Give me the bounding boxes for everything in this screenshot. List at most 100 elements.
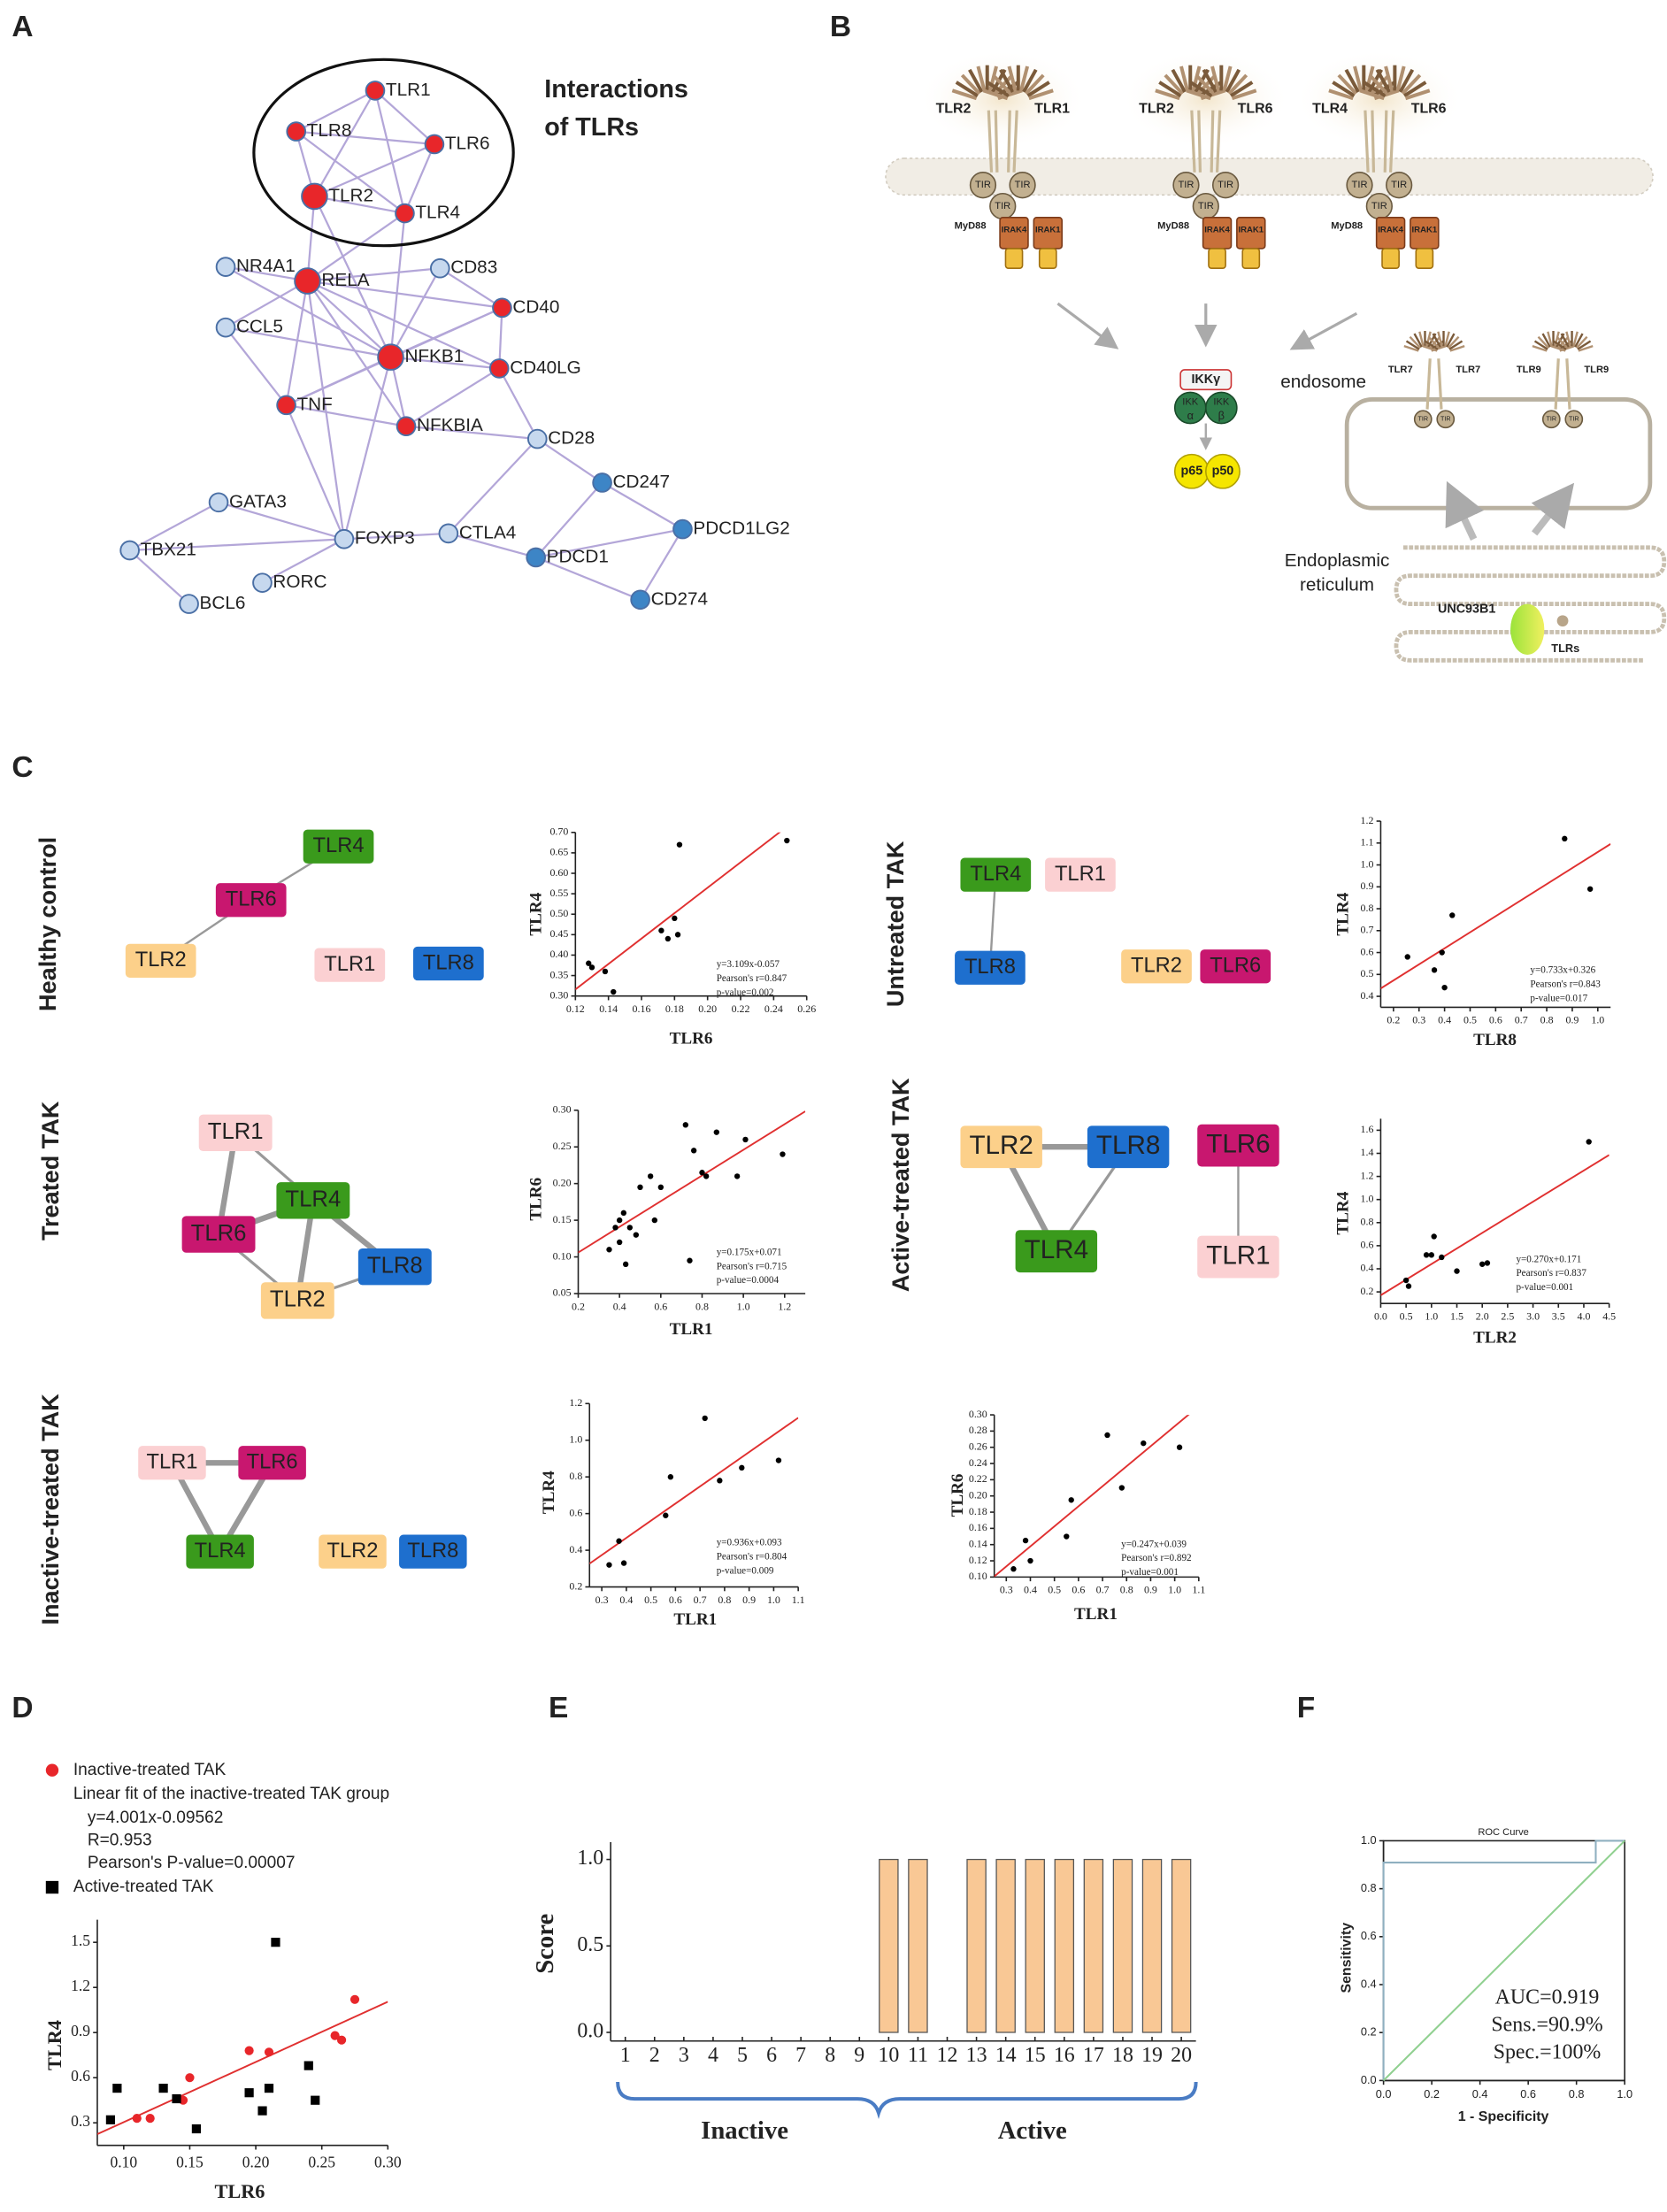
unc-label: UNC93B1 [1438,603,1495,617]
x-tick-label: 1.0 [1617,2087,1632,2101]
network-edge [535,556,641,601]
receptor-fan [1202,68,1218,93]
x-tick-label: 0.5 [1048,1584,1061,1596]
x-tick-label: 1.0 [737,1300,750,1312]
receptor-fan [1384,65,1394,92]
receptor-fan [982,88,1009,101]
x-tick-label: 0.9 [1565,1014,1579,1026]
data-point [616,1239,623,1246]
group-node [1200,949,1271,984]
group-node [1197,1235,1279,1279]
x-tick-label: 0.4 [1024,1584,1037,1596]
data-point [264,2047,274,2057]
y-tick-label: 1.0 [1361,1833,1377,1847]
receptor-fan [987,65,998,92]
panel-label: D [12,1692,33,1724]
network-node [276,395,296,416]
receptor-fan [1363,81,1387,97]
ikk-gamma [1179,369,1233,391]
data-point [620,1560,627,1566]
tir-domain [1386,172,1413,199]
data-point [1176,1444,1183,1450]
data-point [616,1217,623,1224]
group-node-label: TLR6 [1210,954,1261,977]
node-label: PDCD1 [547,546,609,566]
ikk-label: β [1218,409,1225,422]
data-point [1027,1557,1033,1564]
node-label: NFKBIA [417,415,483,435]
data-point [588,964,595,971]
data-point [682,1122,689,1128]
x-tick-label: 13 [966,2044,987,2067]
x-tick-label: 0.6 [1520,2087,1536,2101]
group-node-label: TLR1 [146,1451,197,1474]
receptor-fan [1164,73,1184,96]
receptor-stalk [1383,110,1388,173]
y-tick-label: 0.4 [1361,1977,1377,1990]
y-tick-label: 0.60 [549,866,568,879]
network-edge [390,356,500,370]
receptor-stalk [1210,110,1215,173]
annotation: y=0.936x+0.093 [717,1538,782,1548]
receptor-fan [1444,331,1450,347]
group-label: Inactive-treated TAK [36,1394,64,1625]
receptor-stalk [1190,110,1196,173]
node-label: TNF [297,394,333,414]
y-tick-label: 0.5 [1361,967,1374,979]
receptor-fan [968,68,984,93]
x-tick-label: 0.3 [1412,1014,1425,1026]
network-edge [129,501,219,551]
x-tick-label: 0.10 [111,2153,138,2170]
receptor-fan [1533,340,1548,350]
group-node-label: TLR4 [195,1540,246,1563]
x-tick-label: 0.20 [698,1002,717,1015]
network-node [630,589,650,611]
node-label: TLR2 [328,185,373,205]
receptor-stalk [1007,110,1011,173]
network-node [488,358,510,379]
network-edge [448,532,536,559]
tir-label: TIR [1371,201,1387,211]
network-edge [225,265,392,358]
receptor-fan [1022,68,1038,93]
receptor-fan [1413,333,1423,348]
x-tick-label: 0.5 [644,1594,657,1606]
y-tick-label: 1.2 [1361,1169,1374,1181]
data-point [775,1457,782,1463]
group-node [319,1534,387,1569]
x-tick-label: 17 [1083,2044,1104,2067]
group-node-label: TLR1 [324,953,375,976]
group-node-label: TLR6 [247,1451,298,1474]
bar [995,1858,1016,2033]
group-label: Active [998,2116,1067,2145]
x-tick-label: 0.9 [742,1594,756,1606]
y-tick-label: 0.35 [549,968,568,980]
data-point [191,2124,202,2134]
group-node [303,829,374,864]
kinase-label: IRAK1 [1238,226,1264,235]
group-node-label: TLR2 [969,1131,1033,1160]
y-tick-label: 0.45 [549,927,568,940]
network-node [429,257,450,279]
x-tick-label: 1.5 [1450,1310,1463,1322]
kinase-label: IRAK4 [1378,226,1403,235]
network-edge [225,265,308,282]
receptor-fan [960,73,981,96]
data-point [702,1415,708,1422]
x-tick-label: 0.4 [613,1300,626,1312]
group-node [413,946,484,981]
receptor-fan [1225,68,1241,93]
receptor-fan [1189,81,1213,97]
annotation: y=0.733x+0.326 [1530,965,1595,976]
node-label: CCL5 [236,317,283,337]
data-point [690,1148,697,1154]
group-node-label: TLR6 [191,1221,247,1246]
data-point [633,1232,640,1238]
receptor-stalk [1371,110,1376,173]
annotation: Pearson's r=0.715 [717,1261,787,1271]
data-point [185,2073,195,2083]
node-label: TLR4 [415,203,460,223]
group-node-label: TLR4 [313,834,365,857]
network-title: of TLRs [544,113,639,142]
network-edge [534,481,603,558]
